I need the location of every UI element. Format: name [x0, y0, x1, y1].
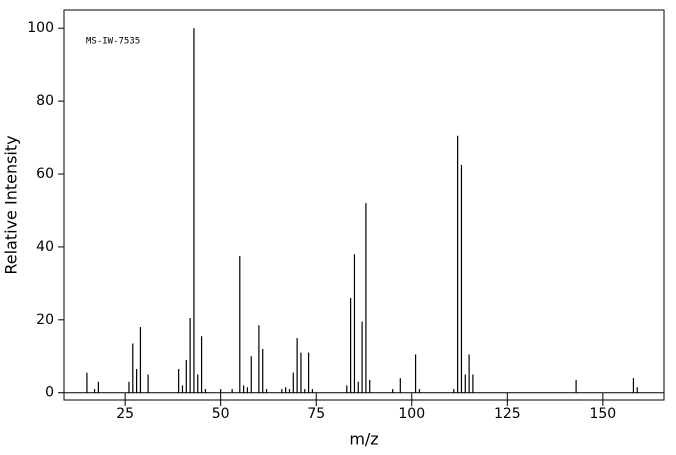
y-tick-label: 40	[36, 239, 54, 255]
x-tick-label: 125	[494, 406, 521, 422]
x-tick-label: 150	[589, 406, 616, 422]
x-tick-label: 100	[398, 406, 425, 422]
plot-frame	[63, 9, 665, 401]
y-tick-label: 60	[36, 166, 54, 182]
y-axis-title: Relative Intensity	[2, 135, 21, 274]
annotation: MS-IW-7535	[86, 37, 140, 47]
x-tick-label: 25	[116, 406, 134, 422]
x-axis-title: m/z	[349, 430, 378, 449]
y-tick-label: 0	[45, 385, 54, 401]
y-tick-label: 20	[36, 312, 54, 328]
y-tick-label: 100	[27, 20, 54, 36]
y-tick-label: 80	[36, 93, 54, 109]
x-tick-label: 75	[307, 406, 325, 422]
x-tick-label: 50	[212, 406, 230, 422]
